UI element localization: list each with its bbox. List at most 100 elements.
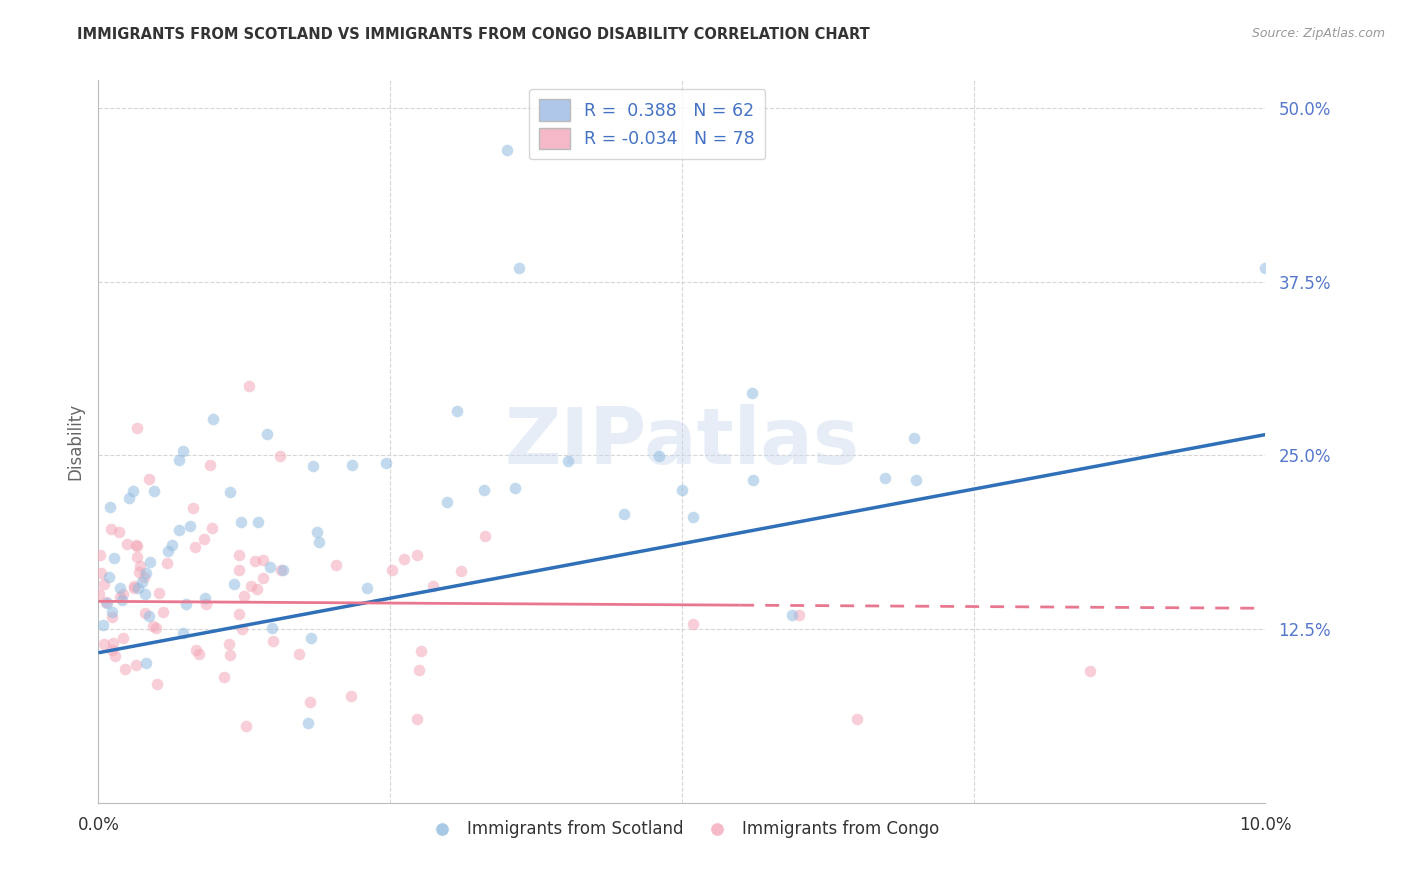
Point xyxy=(436,495,458,509)
Point xyxy=(472,483,495,498)
Point xyxy=(671,483,693,498)
Point xyxy=(256,427,278,442)
Point xyxy=(103,551,125,566)
Point xyxy=(202,411,225,425)
Point xyxy=(381,563,404,577)
Point xyxy=(138,609,160,624)
Point xyxy=(89,587,111,601)
Point xyxy=(305,524,328,539)
Point xyxy=(122,484,145,499)
Point xyxy=(252,571,274,585)
Point xyxy=(94,595,117,609)
Point xyxy=(93,637,115,651)
Point xyxy=(162,537,184,551)
Point xyxy=(474,529,496,543)
Point xyxy=(127,582,149,596)
Point xyxy=(297,716,319,731)
Point xyxy=(91,618,114,632)
Point xyxy=(134,587,156,601)
Point xyxy=(186,642,208,657)
Point xyxy=(340,458,363,472)
Point xyxy=(299,694,322,708)
Point xyxy=(138,473,160,487)
Point xyxy=(134,569,156,583)
Point xyxy=(111,632,134,646)
Point xyxy=(90,566,112,581)
Point xyxy=(122,579,145,593)
Y-axis label: Disability: Disability xyxy=(66,403,84,480)
Point xyxy=(143,483,166,498)
Point xyxy=(181,500,204,515)
Point xyxy=(135,657,157,671)
Point xyxy=(782,607,804,622)
Point xyxy=(96,596,118,610)
Point xyxy=(128,565,150,579)
Point xyxy=(101,606,124,620)
Point xyxy=(496,143,519,157)
Point xyxy=(108,581,131,595)
Point xyxy=(183,541,205,555)
Point xyxy=(232,589,254,603)
Point xyxy=(235,719,257,733)
Point xyxy=(231,622,253,636)
Point xyxy=(742,473,765,487)
Point xyxy=(299,631,322,645)
Point xyxy=(682,616,704,631)
Point xyxy=(288,647,311,661)
Point xyxy=(406,712,429,726)
Point xyxy=(89,548,111,562)
Point xyxy=(156,556,179,570)
Point xyxy=(167,524,190,538)
Point xyxy=(142,619,165,633)
Point xyxy=(269,449,291,463)
Point xyxy=(148,586,170,600)
Point xyxy=(259,560,281,574)
Point xyxy=(905,473,928,487)
Point xyxy=(117,537,139,551)
Point xyxy=(193,533,215,547)
Point xyxy=(174,598,197,612)
Point xyxy=(787,608,810,623)
Point xyxy=(98,500,121,515)
Point xyxy=(118,491,141,505)
Point xyxy=(613,507,636,521)
Point xyxy=(682,510,704,524)
Point xyxy=(172,444,194,458)
Point xyxy=(340,689,363,703)
Point xyxy=(406,548,429,562)
Point xyxy=(152,605,174,619)
Point xyxy=(271,563,294,577)
Point xyxy=(172,626,194,640)
Point xyxy=(219,484,242,499)
Point xyxy=(450,564,472,578)
Point xyxy=(846,713,869,727)
Point xyxy=(218,637,240,651)
Point xyxy=(145,622,167,636)
Point xyxy=(260,621,283,635)
Point xyxy=(157,543,180,558)
Point xyxy=(179,519,201,533)
Point xyxy=(146,677,169,691)
Point xyxy=(392,552,415,566)
Point xyxy=(194,597,217,611)
Point xyxy=(127,550,149,565)
Point xyxy=(741,385,763,400)
Point xyxy=(127,421,149,435)
Point xyxy=(246,516,269,530)
Point xyxy=(325,558,347,573)
Point xyxy=(1254,260,1277,275)
Point xyxy=(446,403,468,417)
Point xyxy=(262,634,284,648)
Point xyxy=(112,586,135,600)
Point xyxy=(308,535,330,549)
Point xyxy=(124,581,146,595)
Point xyxy=(201,521,224,535)
Point xyxy=(239,579,262,593)
Point xyxy=(134,607,156,621)
Point xyxy=(228,563,250,577)
Point xyxy=(111,593,134,607)
Point xyxy=(100,522,122,536)
Point xyxy=(98,569,121,583)
Point xyxy=(246,582,269,596)
Point xyxy=(129,558,152,573)
